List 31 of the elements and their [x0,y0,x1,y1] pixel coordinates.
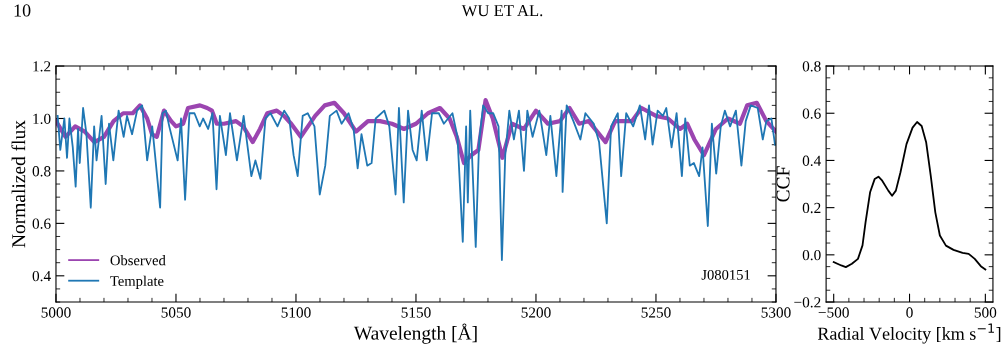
x-tick-label: 5000 [41,307,71,318]
line-series [832,121,987,271]
y-tick-label: 0.6 [32,218,51,229]
y-tick-label: 0.2 [802,202,821,214]
y-tick-label: 0.4 [802,155,822,166]
x-tick-label: 500 [974,307,997,318]
y-axis-title: CCF [776,166,790,202]
legend-label: Template [110,275,164,289]
y-tick-label: 0.4 [32,270,51,282]
y-tick-label: −0.2 [794,297,821,308]
x-axis-title: Wavelength [Å] [353,323,477,344]
text: 10 [14,4,31,17]
y-tick-label: 1.2 [33,61,51,72]
x-axis-title: Radial Velocity [km s$^{−1}$] [817,323,1001,344]
x-tick-label: 0 [906,307,913,318]
y-tick-label: 0.0 [802,249,821,261]
annotation: J080151 [701,269,750,280]
x-tick-label: 5200 [521,307,551,318]
x-tick-label: 5050 [161,307,191,318]
legend-label: Observed [110,255,166,266]
text: WU ET AL. [461,5,543,17]
x-tick-label: 5150 [401,307,431,318]
y-tick-label: 0.8 [32,166,51,177]
x-tick-label: 5250 [641,307,671,318]
x-tick-label: 5300 [761,307,791,318]
x-tick-label: 5100 [281,307,311,318]
x-tick-label: −500 [818,307,849,318]
y-tick-label: 0.6 [802,108,821,119]
y-tick-label: 0.8 [802,61,821,72]
y-axis-title: Normalized flux [11,120,26,248]
y-tick-label: 1.0 [33,113,51,125]
